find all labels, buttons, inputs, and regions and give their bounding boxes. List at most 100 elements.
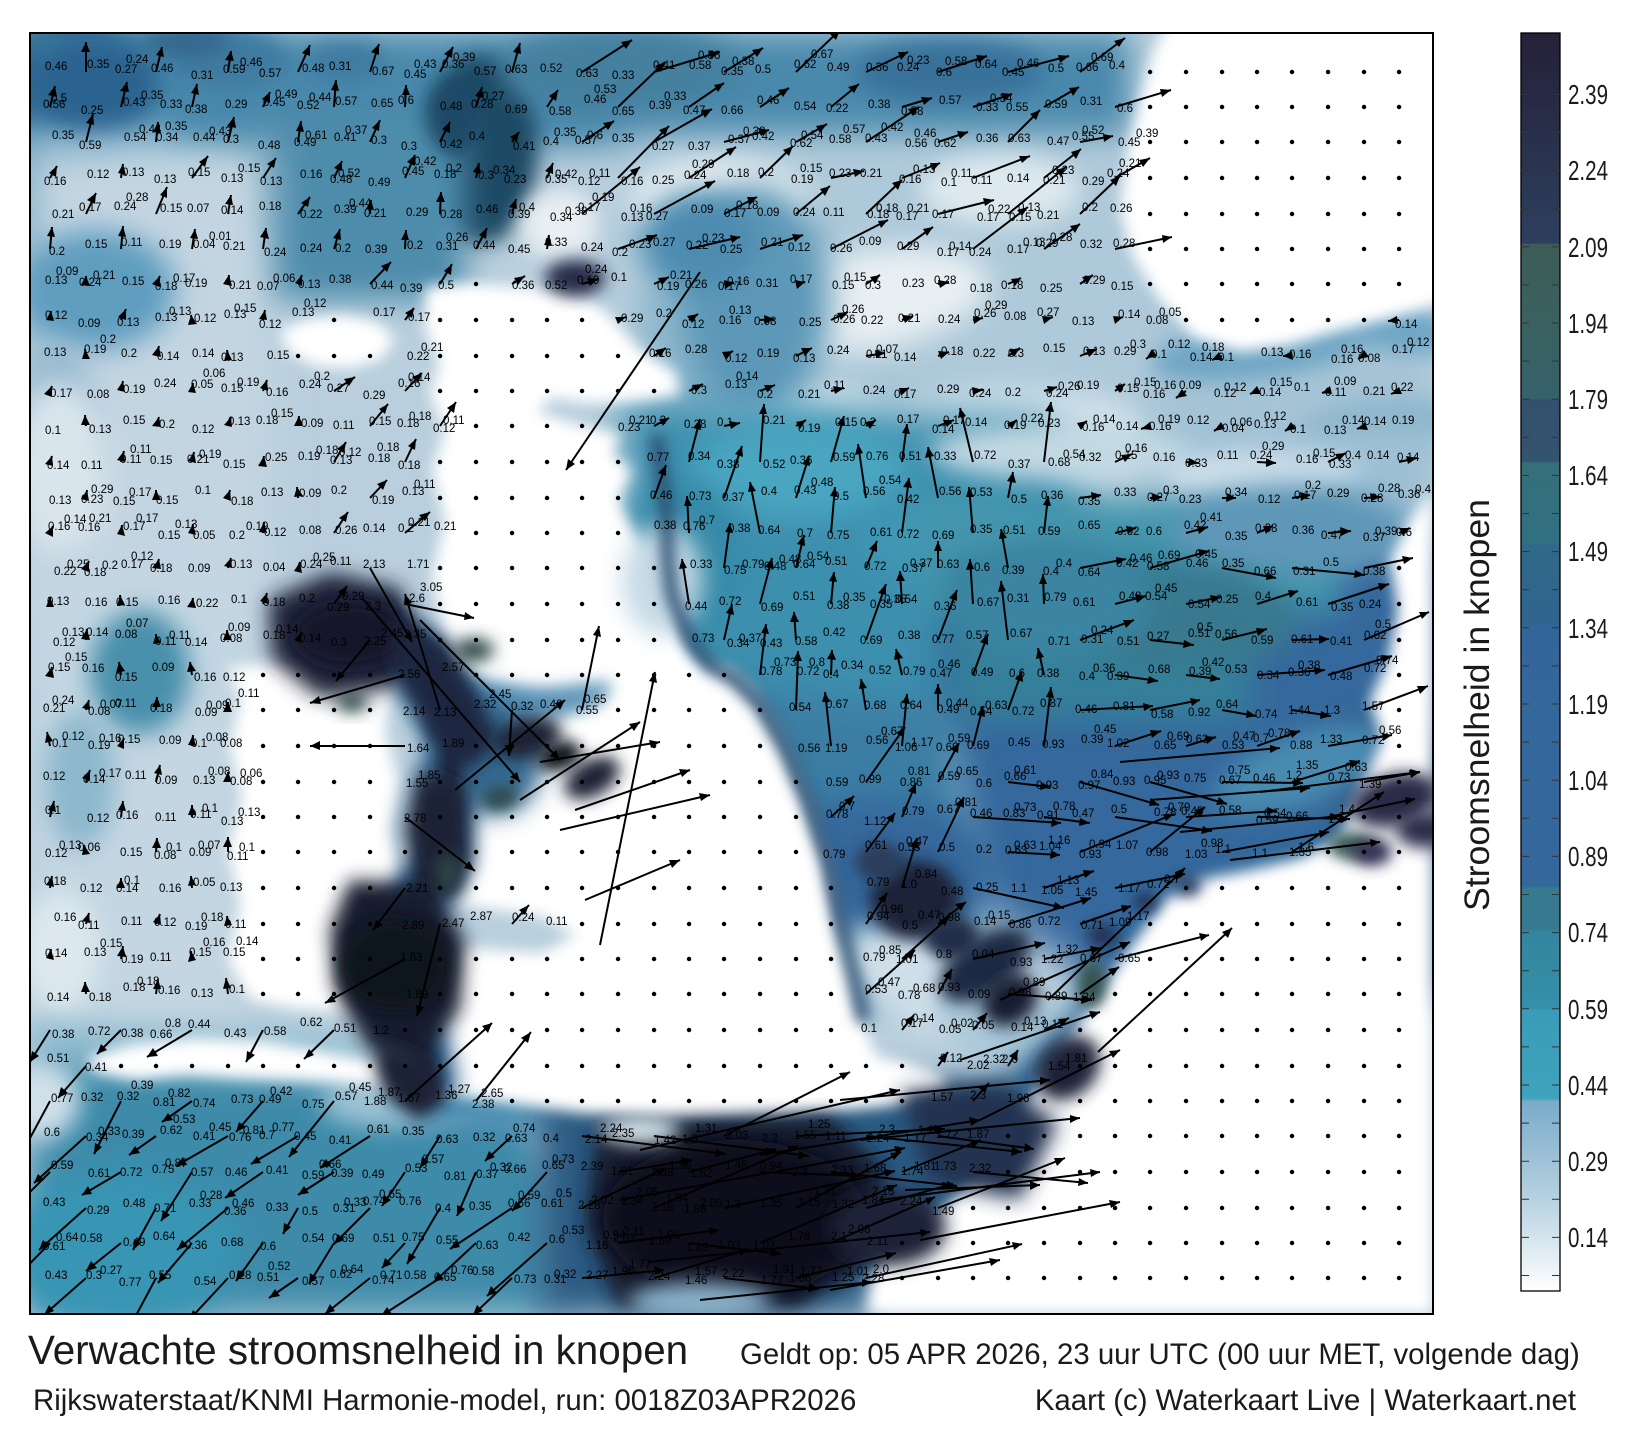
svg-text:0.15: 0.15	[267, 350, 289, 362]
svg-text:0.34: 0.34	[1257, 670, 1280, 682]
svg-text:1.85: 1.85	[418, 770, 440, 782]
svg-text:1.13: 1.13	[1057, 875, 1079, 887]
svg-text:0.7: 0.7	[1253, 733, 1269, 745]
svg-text:0.63: 0.63	[937, 559, 959, 571]
svg-text:0.14: 0.14	[1568, 1222, 1608, 1253]
svg-text:1.11: 1.11	[825, 1131, 847, 1143]
svg-text:0.06: 0.06	[78, 842, 100, 854]
svg-text:0.63: 0.63	[1014, 840, 1036, 852]
svg-text:0.11: 0.11	[330, 556, 352, 568]
svg-text:0.35: 0.35	[141, 90, 163, 102]
svg-text:0.26: 0.26	[335, 525, 357, 537]
svg-text:0.29: 0.29	[342, 591, 364, 603]
svg-text:0.36: 0.36	[934, 601, 956, 613]
svg-text:0.47: 0.47	[930, 668, 952, 680]
svg-text:0.32: 0.32	[117, 1091, 139, 1103]
svg-text:0.46: 0.46	[476, 204, 498, 216]
svg-text:0.1: 0.1	[166, 842, 182, 854]
svg-text:1.35: 1.35	[1296, 760, 1318, 772]
svg-text:0.31: 0.31	[1293, 566, 1315, 578]
svg-text:0.08: 0.08	[1358, 353, 1380, 365]
svg-text:0.54: 0.54	[1264, 808, 1287, 820]
svg-text:0.66: 0.66	[150, 1029, 172, 1041]
svg-text:0.61: 0.61	[43, 1241, 65, 1253]
svg-text:0.39: 0.39	[1189, 666, 1211, 678]
svg-text:0.53: 0.53	[1222, 740, 1244, 752]
svg-text:0.17: 0.17	[790, 274, 812, 286]
svg-text:0.52: 0.52	[297, 100, 319, 112]
svg-text:0.6: 0.6	[587, 130, 603, 142]
svg-text:0.17: 0.17	[718, 281, 740, 293]
svg-text:0.53: 0.53	[898, 842, 920, 854]
svg-text:0.57: 0.57	[335, 1091, 357, 1103]
svg-text:0.76: 0.76	[399, 1196, 421, 1208]
svg-text:0.66: 0.66	[1004, 771, 1026, 783]
svg-text:0.72: 0.72	[1012, 706, 1034, 718]
svg-text:0.19: 0.19	[88, 740, 110, 752]
svg-text:0.46: 0.46	[1253, 773, 1275, 785]
svg-text:1.72: 1.72	[936, 1129, 958, 1141]
svg-text:0.13: 0.13	[298, 279, 320, 291]
svg-text:0.59: 0.59	[79, 140, 101, 152]
svg-text:0.16: 0.16	[116, 810, 138, 822]
svg-text:0.2: 0.2	[612, 247, 628, 259]
svg-text:0.29: 0.29	[1082, 176, 1104, 188]
svg-text:0.45: 0.45	[1118, 137, 1140, 149]
svg-text:0.6: 0.6	[398, 95, 414, 107]
svg-text:0.22: 0.22	[407, 351, 429, 363]
svg-text:1.69: 1.69	[649, 1236, 671, 1248]
svg-text:0.12: 0.12	[45, 848, 67, 860]
svg-text:0.98: 0.98	[1009, 987, 1031, 999]
svg-text:0.49: 0.49	[123, 1237, 145, 1249]
svg-text:0.63: 0.63	[476, 1240, 498, 1252]
svg-text:0.68: 0.68	[913, 983, 935, 995]
svg-text:0.66: 0.66	[319, 1159, 341, 1171]
svg-text:0.44: 0.44	[349, 198, 372, 210]
svg-text:0.72: 0.72	[1364, 663, 1386, 675]
svg-text:0.73: 0.73	[689, 491, 711, 503]
svg-text:0.31: 0.31	[436, 241, 458, 253]
svg-text:0.48: 0.48	[811, 477, 833, 489]
svg-text:0.41: 0.41	[266, 1165, 288, 1177]
svg-text:0.29: 0.29	[1083, 275, 1105, 287]
svg-text:0.4: 0.4	[469, 131, 486, 143]
svg-text:0.81: 0.81	[908, 766, 930, 778]
svg-text:1.01: 1.01	[847, 1266, 869, 1278]
svg-text:0.59: 0.59	[1256, 815, 1278, 827]
svg-text:3.05: 3.05	[420, 582, 442, 594]
svg-text:0.3: 0.3	[371, 135, 387, 147]
svg-text:0.79: 0.79	[863, 952, 885, 964]
svg-text:0.16: 0.16	[1289, 349, 1311, 361]
svg-text:0.35: 0.35	[884, 594, 906, 606]
svg-text:0.39: 0.39	[334, 204, 356, 216]
svg-text:0.48: 0.48	[764, 561, 786, 573]
svg-text:0.39: 0.39	[1002, 565, 1024, 577]
svg-text:0.15: 0.15	[1117, 383, 1139, 395]
svg-text:0.19: 0.19	[1004, 420, 1026, 432]
svg-text:0.2: 0.2	[49, 246, 65, 258]
svg-text:0.24: 0.24	[1046, 388, 1069, 400]
svg-text:0.35: 0.35	[721, 66, 743, 78]
svg-text:1.28: 1.28	[918, 1125, 940, 1137]
svg-text:0.22: 0.22	[988, 204, 1010, 216]
svg-text:0.09: 0.09	[159, 735, 181, 747]
svg-text:0.29: 0.29	[327, 602, 349, 614]
svg-text:0.12: 0.12	[1214, 388, 1236, 400]
svg-text:0.46: 0.46	[1130, 553, 1152, 565]
svg-text:1.15: 1.15	[798, 1197, 820, 1209]
svg-text:0.69: 0.69	[1091, 52, 1113, 64]
svg-text:0.12: 0.12	[1168, 339, 1190, 351]
svg-text:0.13: 0.13	[89, 424, 111, 436]
svg-text:0.12: 0.12	[578, 176, 600, 188]
svg-text:0.4: 0.4	[1345, 450, 1362, 462]
svg-text:0.59: 0.59	[1568, 994, 1608, 1025]
svg-text:0.74: 0.74	[363, 1196, 386, 1208]
svg-text:0.14: 0.14	[894, 352, 917, 364]
svg-text:1.96: 1.96	[1007, 1093, 1029, 1105]
svg-text:0.24: 0.24	[126, 54, 149, 66]
svg-text:0.62: 0.62	[160, 1125, 182, 1137]
svg-text:0.52: 0.52	[1082, 125, 1104, 137]
svg-text:0.09: 0.09	[299, 488, 321, 500]
svg-text:0.73: 0.73	[774, 657, 796, 669]
svg-text:0.6: 0.6	[1117, 103, 1133, 115]
